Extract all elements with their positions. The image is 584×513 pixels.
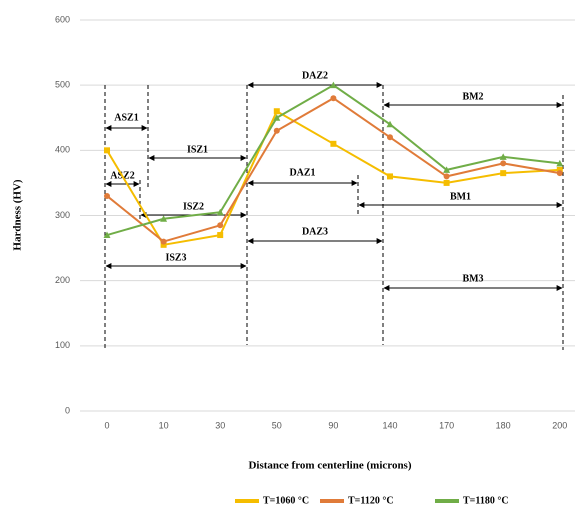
zone-label: BM1: [450, 191, 471, 202]
legend-label: T=1120 °C: [348, 495, 394, 506]
point: [160, 238, 167, 245]
y-tick-label: 600: [55, 14, 70, 24]
point: [273, 114, 281, 121]
point: [556, 166, 563, 173]
y-tick-label: 200: [55, 275, 70, 285]
x-tick-label: 30: [215, 420, 225, 430]
x-axis-title: Distance from centerline (microns): [248, 460, 411, 472]
zone-label: DAZ1: [289, 167, 315, 178]
x-tick-label: 10: [159, 420, 169, 430]
y-tick-label: 0: [65, 405, 70, 415]
x-tick-label: 90: [328, 420, 338, 430]
point: [499, 153, 507, 160]
point: [500, 170, 507, 177]
x-tick-label: 180: [496, 420, 511, 430]
point: [160, 215, 168, 222]
y-tick-label: 300: [55, 210, 70, 220]
x-tick-label: 140: [382, 420, 397, 430]
legend-label: T=1180 °C: [463, 495, 509, 506]
point: [330, 140, 337, 147]
y-axis-title: Hardness (HV): [12, 179, 24, 251]
zone-label: DAZ3: [302, 226, 328, 237]
point: [216, 208, 224, 216]
zone-label: ASZ1: [114, 112, 138, 123]
point: [556, 170, 563, 177]
point: [387, 134, 393, 141]
point: [556, 159, 564, 167]
point: [443, 179, 450, 186]
point: [104, 192, 110, 199]
y-tick-label: 400: [55, 145, 70, 155]
point: [443, 173, 450, 180]
point: [330, 95, 337, 102]
zone-label: ISZ2: [183, 201, 204, 212]
point: [217, 222, 224, 229]
series-line: [106, 97, 560, 243]
zone-label: BM3: [462, 273, 483, 284]
point: [217, 232, 224, 239]
zone-label: ISZ1: [187, 144, 208, 155]
legend-label: T=1060 °C: [263, 495, 309, 506]
point: [160, 241, 167, 248]
point: [443, 166, 451, 173]
x-tick-label: 0: [104, 420, 109, 430]
point: [329, 81, 337, 89]
point: [103, 231, 111, 239]
point: [104, 147, 110, 154]
point: [386, 120, 394, 128]
series-line: [106, 109, 560, 246]
x-tick-label: 50: [272, 420, 282, 430]
zone-label: ISZ3: [165, 252, 186, 263]
point: [387, 173, 393, 180]
point: [500, 160, 507, 167]
x-tick-label: 170: [439, 420, 454, 430]
point: [273, 108, 280, 115]
zone-label: DAZ2: [302, 70, 328, 81]
y-tick-label: 100: [55, 340, 70, 350]
x-tick-label: 200: [552, 420, 567, 430]
y-tick-label: 500: [55, 80, 70, 90]
zone-label: BM2: [462, 91, 483, 102]
point: [273, 127, 280, 134]
series-line: [106, 83, 560, 237]
